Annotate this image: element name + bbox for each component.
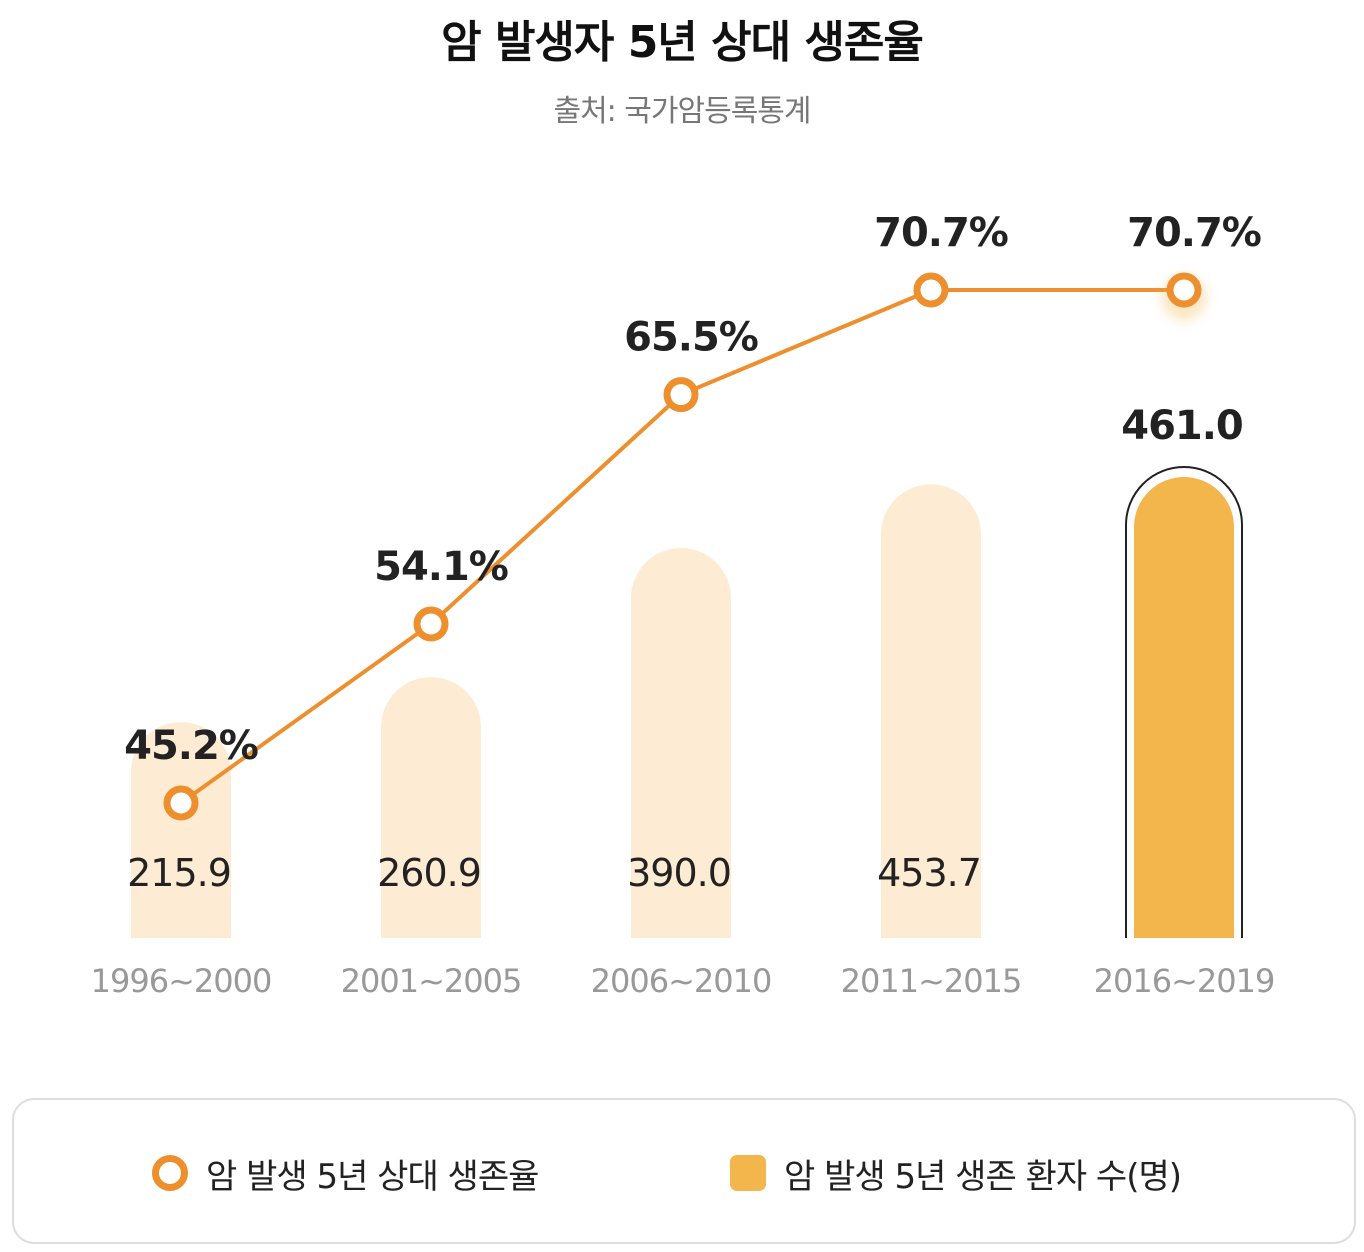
bar-value-label-3: 453.7 xyxy=(877,851,981,895)
bar-1 xyxy=(381,677,481,938)
bar-4 xyxy=(1134,477,1234,938)
line-value-label-4: 70.7% xyxy=(1127,210,1261,256)
bar-2 xyxy=(631,548,731,938)
points-layer xyxy=(163,272,1206,821)
legend: 암 발생 5년 상대 생존율 암 발생 5년 생존 환자 수(명) xyxy=(12,1098,1356,1244)
highlight-bar-outline xyxy=(1125,466,1243,938)
labels-layer: 45.2% 54.1% 65.5% 70.7% 70.7% 215.9 260.9 390.0… xyxy=(91,210,1276,1000)
chart-area: 45.2% 54.1% 65.5% 70.7% 70.7% 215.9 260.9 390.0… xyxy=(91,210,1276,1000)
legend-label-survivor-count: 암 발생 5년 생존 환자 수(명) xyxy=(784,1156,1182,1197)
line-point-1 xyxy=(413,606,449,642)
legend-item-survival-rate: 암 발생 5년 상대 생존율 xyxy=(152,1100,539,1246)
ring-marker-icon xyxy=(152,1155,188,1191)
bar-value-label-4: 461.0 xyxy=(1121,403,1243,449)
legend-item-survivor-count: 암 발생 5년 생존 환자 수(명) xyxy=(730,1100,1182,1246)
square-marker-icon xyxy=(730,1155,766,1191)
x-tick-label-2: 2006~2010 xyxy=(591,962,772,1000)
x-tick-label-1: 2001~2005 xyxy=(341,962,522,1000)
chart-title: 암 발생자 5년 상대 생존율 xyxy=(441,17,924,68)
line-point-2 xyxy=(663,377,699,413)
line-value-label-3: 70.7% xyxy=(874,210,1008,256)
line-point-0 xyxy=(163,785,199,821)
line-value-label-0: 45.2% xyxy=(124,723,258,769)
line-value-label-1: 54.1% xyxy=(374,544,508,590)
line-point-3 xyxy=(913,272,949,308)
chart-subtitle: 출처: 국가암등록통계 xyxy=(553,94,811,129)
x-tick-label-4: 2016~2019 xyxy=(1094,962,1275,1000)
x-tick-label-3: 2011~2015 xyxy=(841,962,1022,1000)
bar-value-label-0: 215.9 xyxy=(127,851,231,895)
legend-label-survival-rate: 암 발생 5년 상대 생존율 xyxy=(206,1156,539,1197)
bars-layer xyxy=(131,466,1243,938)
bar-value-label-1: 260.9 xyxy=(377,851,481,895)
bar-value-label-2: 390.0 xyxy=(627,851,731,895)
x-tick-label-0: 1996~2000 xyxy=(91,962,272,1000)
bar-0 xyxy=(131,722,231,938)
bar-3 xyxy=(881,484,981,938)
line-point-4 xyxy=(1166,272,1202,308)
line-value-label-2: 65.5% xyxy=(624,315,758,361)
